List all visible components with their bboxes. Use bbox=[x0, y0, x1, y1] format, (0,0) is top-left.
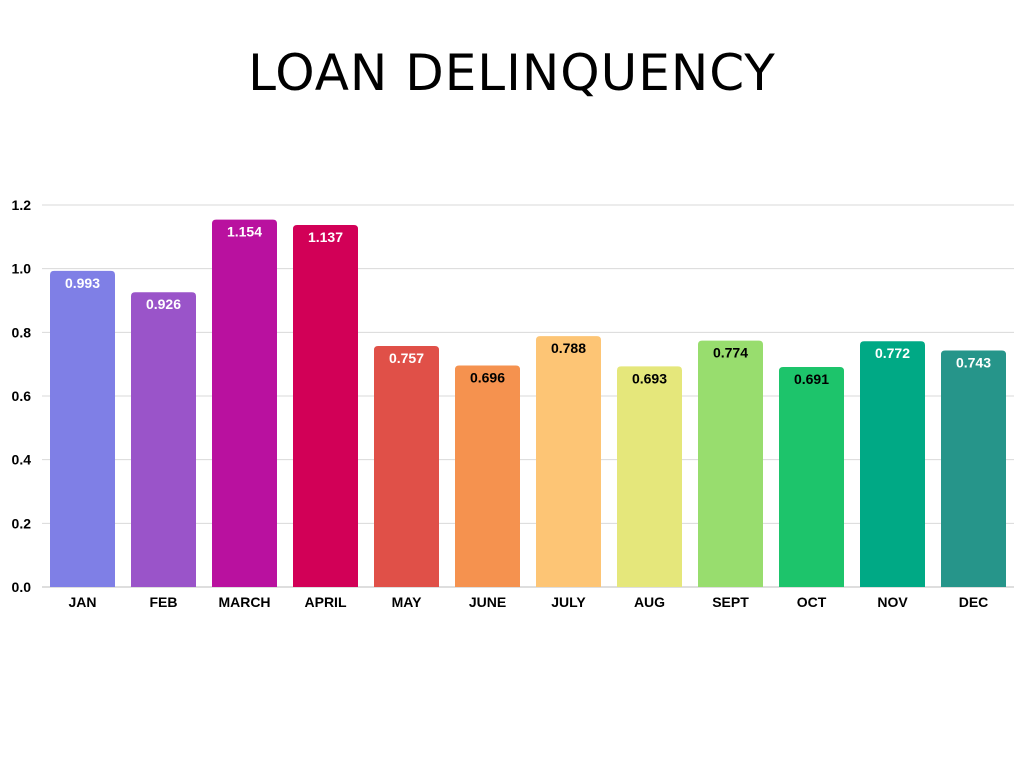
x-category-label: OCT bbox=[797, 594, 827, 610]
data-label: 0.788 bbox=[551, 340, 586, 356]
bar-sept bbox=[698, 340, 763, 587]
x-category-label: JAN bbox=[68, 594, 96, 610]
bar-july bbox=[536, 336, 601, 587]
x-category-label: SEPT bbox=[712, 594, 749, 610]
y-tick-label: 0.4 bbox=[12, 452, 32, 468]
x-category-label: FEB bbox=[150, 594, 178, 610]
y-tick-label: 0.2 bbox=[12, 515, 32, 531]
gridlines bbox=[42, 204, 1014, 588]
x-category-label: APRIL bbox=[305, 594, 347, 610]
bar-oct bbox=[779, 367, 844, 587]
chart-title: LOAN DELINQUENCY bbox=[248, 44, 776, 102]
data-label: 0.696 bbox=[470, 369, 505, 385]
x-category-label: MAY bbox=[392, 594, 422, 610]
data-label: 0.772 bbox=[875, 345, 910, 361]
data-label: 1.154 bbox=[227, 224, 262, 240]
data-label: 0.743 bbox=[956, 354, 991, 370]
data-label: 0.757 bbox=[389, 350, 424, 366]
x-axis-categories: JAN FEB MARCH APRIL MAY JUNE JULY AUG SEPT OCT NOV… bbox=[68, 594, 988, 610]
bar-june bbox=[455, 365, 520, 587]
data-label: 0.774 bbox=[713, 345, 748, 361]
x-category-label: AUG bbox=[634, 594, 665, 610]
bar-aug bbox=[617, 366, 682, 587]
y-tick-label: 1.0 bbox=[12, 261, 32, 277]
bar-dec bbox=[941, 350, 1006, 587]
bar-feb bbox=[131, 292, 196, 587]
data-label: 1.137 bbox=[308, 229, 343, 245]
x-category-label: JULY bbox=[551, 594, 586, 610]
data-label: 0.693 bbox=[632, 370, 667, 386]
x-category-label: NOV bbox=[877, 594, 908, 610]
y-axis-ticks: 0.0 0.2 0.4 0.6 0.8 1.0 1.2 bbox=[12, 197, 32, 595]
y-tick-label: 0.0 bbox=[12, 579, 32, 595]
x-category-label: JUNE bbox=[469, 594, 506, 610]
data-label: 0.926 bbox=[146, 296, 181, 312]
y-tick-label: 0.8 bbox=[12, 324, 32, 340]
bar-april bbox=[293, 225, 358, 587]
y-tick-label: 1.2 bbox=[12, 197, 32, 213]
data-label: 0.691 bbox=[794, 371, 829, 387]
bars bbox=[50, 219, 1006, 588]
bar-may bbox=[374, 346, 439, 587]
x-category-label: MARCH bbox=[218, 594, 270, 610]
bar-nov bbox=[860, 341, 925, 587]
bar-march bbox=[212, 219, 277, 588]
data-labels: 0.993 0.926 1.154 1.137 0.757 0.696 0.788 0.693… bbox=[65, 224, 991, 387]
y-tick-label: 0.6 bbox=[12, 388, 32, 404]
x-category-label: DEC bbox=[959, 594, 989, 610]
bar-jan bbox=[50, 270, 115, 587]
data-label: 0.993 bbox=[65, 275, 100, 291]
